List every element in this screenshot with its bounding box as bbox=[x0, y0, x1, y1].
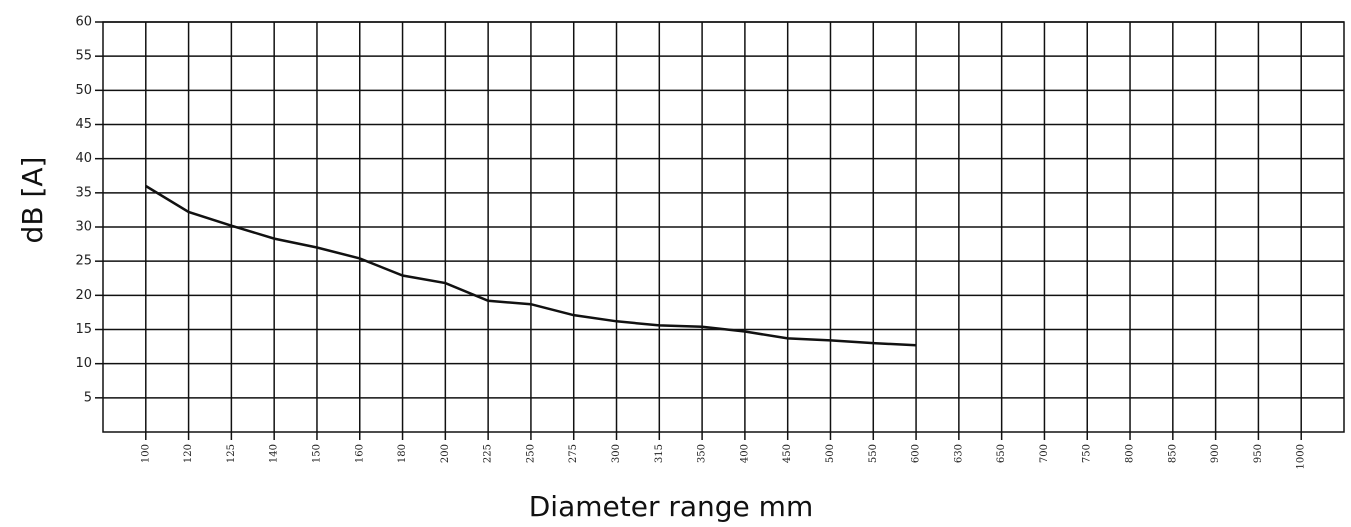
y-tick-label: 20 bbox=[75, 288, 92, 303]
y-tick-label: 5 bbox=[84, 390, 92, 405]
x-tick-label: 500 bbox=[825, 444, 836, 463]
data-line bbox=[145, 184, 917, 347]
x-tick-label: 350 bbox=[697, 444, 708, 463]
x-tick-label: 700 bbox=[1039, 444, 1050, 463]
x-tick-label: 1000 bbox=[1296, 444, 1307, 469]
y-tick-label: 30 bbox=[75, 220, 92, 235]
x-tick-label: 160 bbox=[354, 444, 365, 463]
x-tick-label: 300 bbox=[611, 444, 622, 463]
x-tick-label: 650 bbox=[996, 444, 1007, 463]
x-tick-label: 800 bbox=[1125, 444, 1136, 463]
x-tick-label: 225 bbox=[483, 444, 494, 463]
y-tick-label: 10 bbox=[75, 356, 92, 371]
x-tick-label: 315 bbox=[654, 444, 665, 463]
plot-frame bbox=[102, 21, 1345, 433]
x-tick-label: 630 bbox=[953, 444, 964, 463]
x-tick-label: 100 bbox=[140, 444, 151, 463]
x-tick-label: 140 bbox=[269, 444, 280, 463]
x-tick-label: 400 bbox=[739, 444, 750, 463]
y-tick-label: 40 bbox=[75, 151, 92, 166]
y-tick-label: 25 bbox=[75, 254, 92, 269]
x-tick-label: 600 bbox=[911, 444, 922, 463]
x-tick-label: 850 bbox=[1167, 444, 1178, 463]
x-tick-label: 950 bbox=[1253, 444, 1264, 463]
x-tick-label: 900 bbox=[1210, 444, 1221, 463]
x-tick-label: 275 bbox=[568, 444, 579, 463]
y-tick-label: 55 bbox=[75, 49, 92, 64]
y-tick-label: 35 bbox=[75, 185, 92, 200]
y-tick-label: 15 bbox=[75, 322, 92, 337]
x-tick-label: 150 bbox=[311, 444, 322, 463]
x-tick-label: 180 bbox=[397, 444, 408, 463]
x-tick-label: 450 bbox=[782, 444, 793, 463]
x-tick-label: 550 bbox=[868, 444, 879, 463]
x-tick-label: 250 bbox=[525, 444, 536, 463]
x-tick-label: 200 bbox=[440, 444, 451, 463]
x-tick-label: 750 bbox=[1082, 444, 1093, 463]
y-tick-label: 60 bbox=[75, 15, 92, 30]
x-tick-label: 120 bbox=[183, 444, 194, 463]
x-axis-label: Diameter range mm bbox=[529, 490, 813, 523]
y-tick-label: 50 bbox=[75, 83, 92, 98]
y-axis-label: dB [A] bbox=[16, 157, 49, 244]
x-tick-label: 125 bbox=[226, 444, 237, 463]
y-tick-label: 45 bbox=[75, 117, 92, 132]
